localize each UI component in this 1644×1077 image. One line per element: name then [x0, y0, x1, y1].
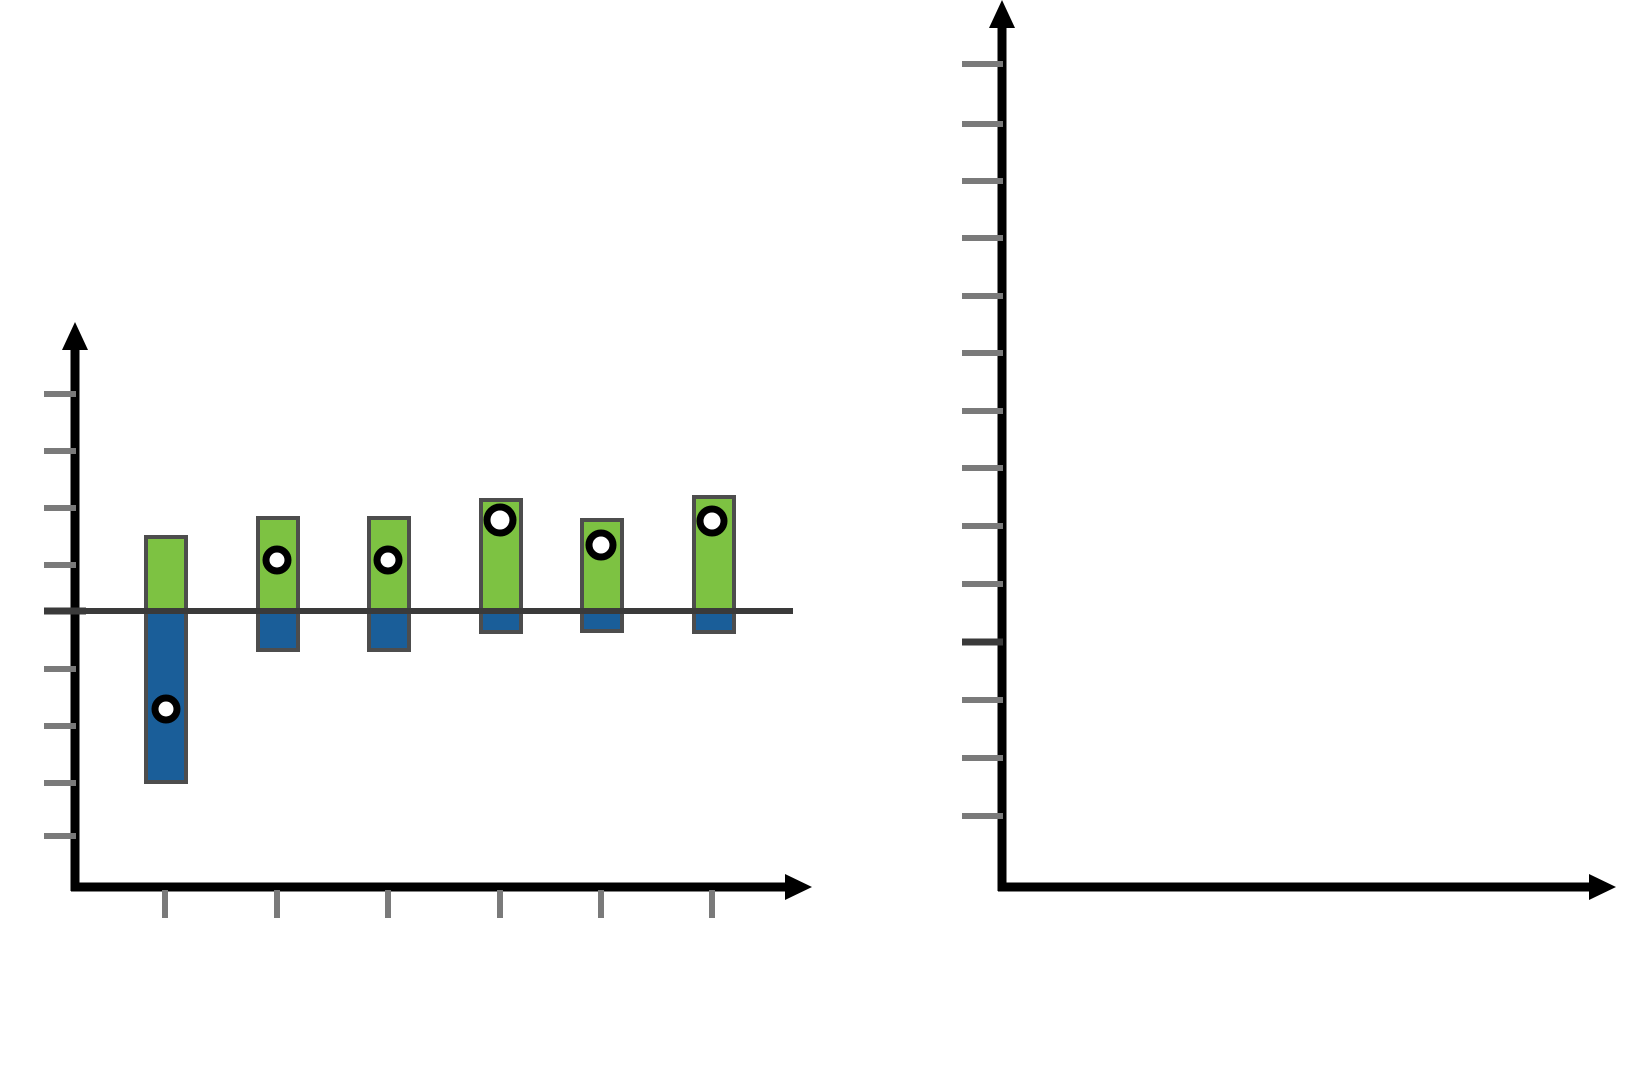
point-marker-3[interactable] — [373, 545, 403, 575]
bar-group-3[interactable] — [367, 516, 411, 652]
left-y-ticks — [44, 391, 86, 839]
right-y-ticks — [962, 61, 1003, 819]
bar-group-2[interactable] — [256, 516, 300, 652]
left-chart-panel — [44, 322, 812, 918]
bar-positive-1[interactable] — [144, 535, 188, 613]
left-x-ticks — [162, 890, 715, 918]
right-y-axis-arrowhead — [989, 0, 1015, 28]
point-marker-4[interactable] — [483, 503, 517, 537]
bar-negative-3[interactable] — [367, 609, 411, 652]
point-marker-5[interactable] — [585, 529, 617, 561]
point-marker-2[interactable] — [262, 545, 292, 575]
left-x-axis-arrowhead — [785, 874, 812, 900]
right-x-axis-arrowhead — [1589, 874, 1616, 900]
bar-negative-6[interactable] — [692, 609, 736, 634]
right-chart-panel — [962, 0, 1616, 900]
point-markers — [151, 503, 728, 724]
point-marker-6[interactable] — [696, 505, 728, 537]
bar-positive-5[interactable] — [580, 518, 624, 613]
left-y-axis — [62, 322, 88, 891]
bar-group-1[interactable] — [144, 535, 188, 784]
left-x-axis — [71, 874, 812, 900]
bar-negative-4[interactable] — [479, 609, 523, 634]
right-y-axis — [989, 0, 1015, 891]
left-y-axis-arrowhead — [62, 322, 88, 350]
bar-negative-2[interactable] — [256, 609, 300, 652]
bar-negative-1[interactable] — [144, 609, 188, 784]
bar-group-5[interactable] — [580, 518, 624, 633]
right-x-axis — [998, 874, 1616, 900]
point-marker-1[interactable] — [151, 694, 181, 724]
